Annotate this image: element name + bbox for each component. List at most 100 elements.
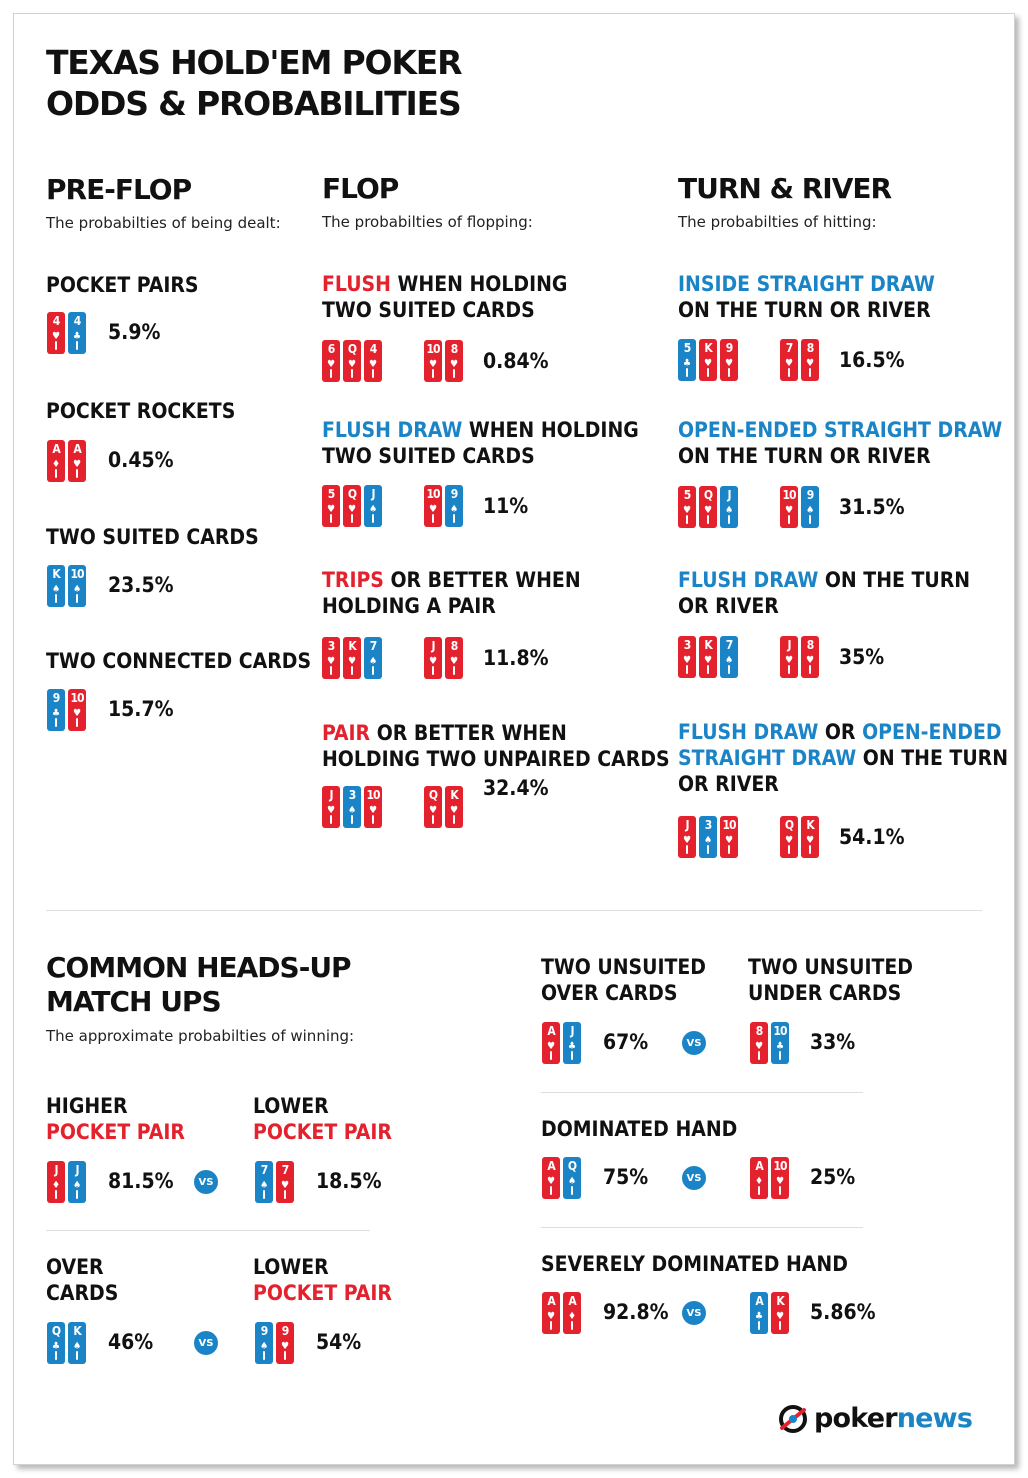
card-pip-mark [55, 718, 57, 727]
label-highlight: FLUSH DRAW [678, 568, 819, 592]
card-suit-icon: ♠ [259, 1180, 269, 1191]
page-title: TEXAS HOLD'EM POKER ODDS & PROBABILITIES [46, 42, 463, 124]
label-line-1: LOWER [253, 1255, 329, 1279]
label-line-1: TWO UNSUITED [541, 955, 706, 979]
card-rank: 3 [683, 638, 692, 652]
card-pip-mark [809, 845, 811, 854]
card-rank: 10 [70, 691, 84, 705]
card-pip-mark [351, 815, 353, 824]
card-rank: 9 [725, 341, 734, 355]
label-highlight: TRIPS [322, 568, 384, 592]
playing-card: K ♥ [771, 1292, 789, 1334]
card-pip-mark [686, 368, 688, 377]
playing-card: A ♦ [47, 440, 65, 482]
card-suit-icon: ♥ [449, 656, 459, 667]
playing-card: A ♥ [68, 440, 86, 482]
card-pip-mark [76, 594, 78, 603]
logo-text-poker: poker [814, 1403, 898, 1434]
playing-card: 5 ♥ [678, 486, 696, 528]
card-suit-icon: ♠ [703, 835, 713, 846]
card-rank: J [787, 638, 791, 652]
card-pip-mark [76, 1351, 78, 1360]
card-suit-icon: ♥ [72, 459, 82, 470]
card-rank: K [450, 788, 458, 802]
card-suit-icon: ♥ [449, 359, 459, 370]
playing-card: J ♠ [364, 485, 382, 527]
probability-value: 0.45% [108, 448, 174, 472]
preflop-label: TWO SUITED CARDS [46, 525, 259, 549]
card-pip-mark [779, 1186, 781, 1195]
hand-cards: 10 ♥ 8 ♥ [424, 340, 463, 382]
board-cards: 3 ♥ K ♥ 7 ♠ [322, 637, 382, 679]
card-pip-mark [432, 369, 434, 378]
playing-card: 8 ♥ [445, 340, 463, 382]
card-rank: Q [567, 1159, 577, 1173]
playing-card: J ♥ [322, 786, 340, 828]
playing-card: 10 ♥ [720, 816, 738, 858]
section-divider [46, 910, 982, 911]
playing-card: 3 ♠ [699, 816, 717, 858]
card-rank: K [704, 341, 712, 355]
card-rank: K [776, 1294, 784, 1308]
playing-card: K ♠ [47, 565, 65, 607]
playing-card: 8 ♥ [801, 339, 819, 381]
card-group: A ♦ A ♥ [47, 440, 86, 482]
hand-cards: J ♥ 8 ♥ [780, 636, 819, 678]
card-pip-mark [809, 368, 811, 377]
probability-value: 16.5% [839, 348, 905, 372]
card-group: Q ♣ K ♠ [47, 1322, 86, 1364]
card-pip-mark [453, 514, 455, 523]
playing-card: J ♥ [678, 816, 696, 858]
playing-card: Q ♠ [563, 1157, 581, 1199]
card-pip-mark [55, 469, 57, 478]
label-line-2: ON THE TURN OR RIVER [678, 444, 931, 468]
playing-card: 9 ♠ [255, 1322, 273, 1364]
label-line-1: LOWER [253, 1094, 329, 1118]
card-pip-mark [351, 514, 353, 523]
card-pip-mark [76, 718, 78, 727]
hand-cards: 10 ♥ 9 ♠ [424, 485, 463, 527]
card-suit-icon: ♣ [775, 1041, 785, 1052]
matchup-label: DOMINATED HAND [541, 1117, 738, 1141]
headsup-heading: COMMON HEADS-UP MATCH UPS [46, 951, 352, 1019]
label-line-2: ON THE TURN OR RIVER [678, 298, 931, 322]
card-rank: A [755, 1159, 763, 1173]
card-suit-icon: ♠ [805, 505, 815, 516]
card-rank: 8 [450, 639, 459, 653]
card-pip-mark [779, 1321, 781, 1330]
vs-badge: VS [682, 1031, 706, 1055]
playing-card: 4 ♥ [47, 312, 65, 354]
card-pip-mark [263, 1351, 265, 1360]
matchup-a-label: HIGHER POCKET PAIR [46, 1093, 185, 1145]
card-suit-icon: ♥ [754, 1041, 764, 1052]
card-pip-mark [550, 1186, 552, 1195]
card-suit-icon: ♥ [775, 1311, 785, 1322]
probability-value: 31.5% [839, 495, 905, 519]
card-suit-icon: ♥ [724, 358, 734, 369]
label-line-2: UNDER CARDS [748, 981, 902, 1005]
playing-card: Q ♥ [699, 486, 717, 528]
turnriver-label: INSIDE STRAIGHT DRAW ON THE TURN OR RIVE… [678, 271, 935, 323]
card-rank: J [54, 1163, 58, 1177]
card-pip-mark [571, 1186, 573, 1195]
label-line-2: HOLDING A PAIR [322, 594, 496, 618]
card-pip-mark [76, 469, 78, 478]
card-suit-icon: ♥ [326, 805, 336, 816]
vs-badge: VS [682, 1301, 706, 1325]
playing-card: J ♥ [780, 636, 798, 678]
playing-card: 5 ♥ [322, 485, 340, 527]
card-rank: K [806, 818, 814, 832]
flop-label: FLUSH DRAW WHEN HOLDING TWO SUITED CARDS [322, 417, 639, 469]
playing-card: J ♦ [47, 1161, 65, 1203]
probability-value: 5.9% [108, 320, 161, 344]
card-rank: 4 [73, 314, 82, 328]
preflop-subtitle: The probabilties of being dealt: [46, 214, 281, 232]
card-suit-icon: ♥ [428, 359, 438, 370]
card-rank: 4 [52, 314, 61, 328]
playing-card: J ♣ [563, 1022, 581, 1064]
card-rank: 5 [683, 488, 692, 502]
card-suit-icon: ♥ [368, 805, 378, 816]
playing-card: 7 ♠ [720, 636, 738, 678]
label-line-3: OR RIVER [678, 772, 779, 796]
label-line-2: OVER CARDS [541, 981, 678, 1005]
